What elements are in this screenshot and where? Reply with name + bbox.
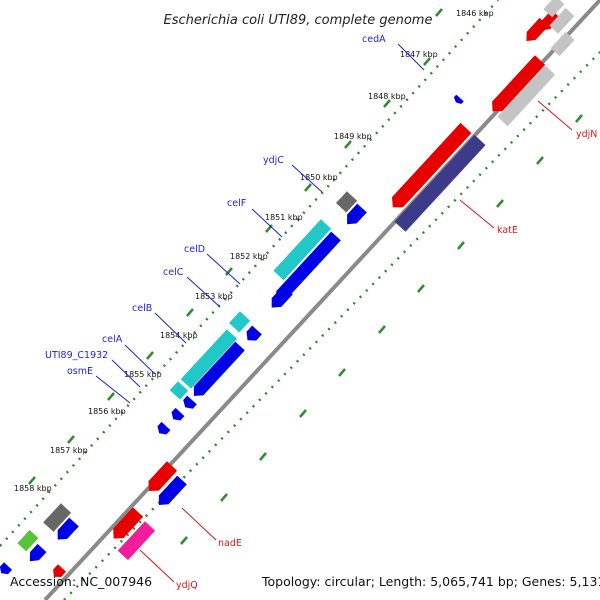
kbp-labels: 1846 kbp 1847 kbp 1848 kbp 1849 kbp 1850…	[14, 9, 494, 493]
gene-feature	[549, 7, 575, 34]
gene-feature	[453, 94, 464, 104]
kbp-label: 1857 kbp	[50, 446, 88, 455]
gene-feature	[394, 134, 486, 232]
gene-feature	[117, 521, 156, 561]
kbp-label: 1853 kbp	[195, 292, 233, 301]
gene-feature	[273, 219, 332, 281]
gene-feature	[550, 31, 575, 57]
accession-text: Accession: NC_007946	[10, 574, 152, 589]
gene-label-celB: celB	[132, 303, 152, 314]
gene-label-celA: celA	[102, 334, 123, 345]
kbp-ticks	[28, 8, 583, 545]
gene-label-celF: celF	[227, 198, 246, 209]
gene-label-osmE: osmE	[67, 366, 93, 377]
kbp-label: 1852 kbp	[230, 252, 268, 261]
kbp-label: 1856 kbp	[88, 407, 126, 416]
gene-features	[0, 0, 575, 577]
kbp-label: 1858 kbp	[14, 484, 52, 493]
gene-feature	[347, 203, 367, 225]
gene-feature	[0, 562, 12, 575]
gene-feature	[543, 0, 565, 18]
outer-dotted-track	[63, 51, 600, 600]
gene-feature	[171, 407, 185, 421]
gene-label-UTI89_C1932: UTI89_C1932	[45, 350, 108, 361]
kbp-label: 1855 kbp	[124, 370, 162, 379]
gene-feature	[43, 503, 72, 532]
gene-feature	[29, 543, 47, 562]
gene-label-ydjQ: ydjQ	[176, 580, 198, 591]
gene-feature	[276, 231, 341, 301]
gene-feature	[57, 517, 79, 540]
kbp-label: 1851 kbp	[265, 213, 303, 222]
gene-feature	[271, 285, 293, 308]
gene-feature	[183, 395, 197, 409]
map-title: Escherichia coli UTI89, complete genome	[164, 13, 433, 28]
kbp-label: 1848 kbp	[368, 92, 406, 101]
gene-feature	[180, 329, 238, 389]
kbp-label: 1847 kbp	[400, 50, 438, 59]
gene-feature	[229, 311, 251, 333]
gene-feature	[113, 507, 144, 539]
gene-feature	[157, 421, 171, 435]
kbp-label: 1850 kbp	[300, 173, 338, 182]
gene-feature	[158, 475, 187, 505]
gene-feature	[17, 529, 39, 552]
gene-label-celD: celD	[184, 244, 205, 255]
gene-feature	[193, 341, 245, 396]
gene-feature	[492, 55, 546, 112]
gene-feature	[148, 461, 178, 491]
topology-text: Topology: circular; Length: 5,065,741 bp…	[261, 574, 600, 589]
gene-label-nadE: nadE	[218, 538, 242, 549]
callout-lines	[95, 43, 573, 583]
gene-label-ydjN: ydjN	[576, 129, 597, 140]
kbp-label: 1849 kbp	[334, 132, 372, 141]
gene-feature	[169, 381, 189, 400]
gene-feature	[526, 17, 549, 42]
gene-feature	[53, 564, 66, 577]
gene-feature	[392, 122, 472, 208]
gene-feature	[497, 65, 556, 127]
kbp-label: 1846 kbp	[456, 9, 494, 18]
gene-label-ydjC: ydjC	[263, 155, 284, 166]
gene-feature	[336, 191, 358, 213]
gene-label-katE: katE	[497, 225, 518, 236]
inner-dotted-track	[0, 0, 499, 547]
gene-feature	[246, 325, 262, 341]
gene-label-cedA: cedA	[362, 34, 386, 45]
gene-label-celC: celC	[163, 267, 184, 278]
